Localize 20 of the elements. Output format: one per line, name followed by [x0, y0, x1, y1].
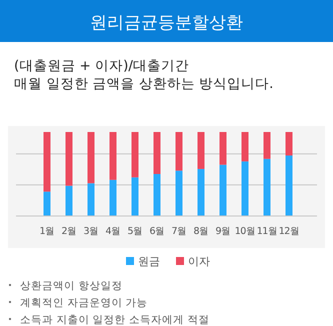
- x-tick-label: 4월: [105, 226, 121, 237]
- x-tick-label: 9월: [215, 226, 231, 237]
- x-tick-label: 11월: [256, 226, 278, 237]
- x-tick-label: 6월: [149, 226, 165, 237]
- title: 원리금균등분할상환: [90, 13, 243, 33]
- x-tick-label: 1월: [39, 226, 55, 237]
- annotation: 소득과 지출이 일정한 소득자에게 적절: [20, 314, 210, 326]
- annotation: 상환금액이 항상일정: [20, 280, 122, 292]
- annotation: 계획적인 자금운영이 가능: [20, 297, 148, 309]
- x-tick-label: 7월: [171, 226, 187, 237]
- x-tick-label: 8월: [193, 226, 209, 237]
- legend-label: 원금: [138, 255, 160, 268]
- x-tick-label: 12월: [278, 226, 300, 237]
- legend-label: 이자: [188, 255, 210, 268]
- x-tick-label: 3월: [83, 226, 99, 237]
- x-tick-label: 2월: [61, 226, 77, 237]
- subtitle: (대출원금 + 이자)/대출기간: [14, 58, 189, 74]
- subtitle: 매월 일정한 금액을 상환하는 방식입니다.: [14, 76, 274, 92]
- x-tick-label: 5월: [127, 226, 143, 237]
- x-tick-label: 10월: [234, 226, 256, 237]
